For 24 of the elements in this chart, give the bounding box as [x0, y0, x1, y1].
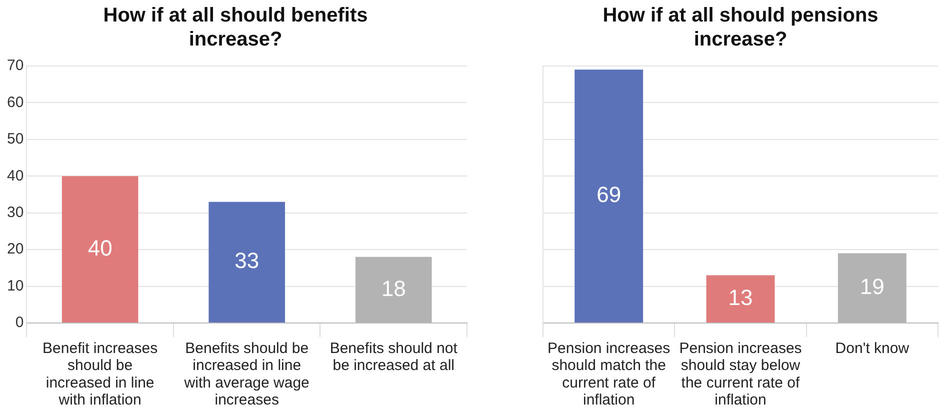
- x-tick-label: Benefits should be increased in line with average wage increases: [183, 340, 310, 409]
- y-tick-label: 0: [15, 314, 24, 332]
- data-label: 18: [381, 276, 406, 301]
- y-tick-label: 30: [6, 204, 24, 221]
- bar: [62, 176, 138, 322]
- y-tick-label: 70: [6, 57, 24, 74]
- y-tick-label: 20: [6, 240, 24, 258]
- data-label: 40: [88, 235, 112, 260]
- x-tick-label: Pension increases should stay below the current rate of inflation: [679, 340, 802, 409]
- y-tick-label: 50: [6, 130, 24, 148]
- chart-title: How if at all should benefits increase?: [103, 4, 368, 51]
- data-label: 69: [596, 182, 622, 208]
- y-tick-label: 40: [6, 167, 24, 184]
- bar: [208, 202, 286, 322]
- x-tick-label: Pension increases should match the current rate of inflation: [548, 340, 670, 409]
- y-tick-label: 10: [6, 277, 24, 294]
- chart-title: How if at all should pensions increase?: [602, 4, 878, 51]
- data-label: 33: [234, 248, 260, 274]
- data-label: 19: [860, 274, 884, 299]
- x-tick-label: Benefits should not be increased at all: [330, 340, 458, 374]
- data-label: 13: [728, 284, 753, 310]
- y-tick-label: 60: [6, 94, 24, 111]
- x-tick-label: Benefit increases should be increased in line with inflation: [42, 340, 158, 409]
- x-tick-label: Don't know: [835, 340, 910, 357]
